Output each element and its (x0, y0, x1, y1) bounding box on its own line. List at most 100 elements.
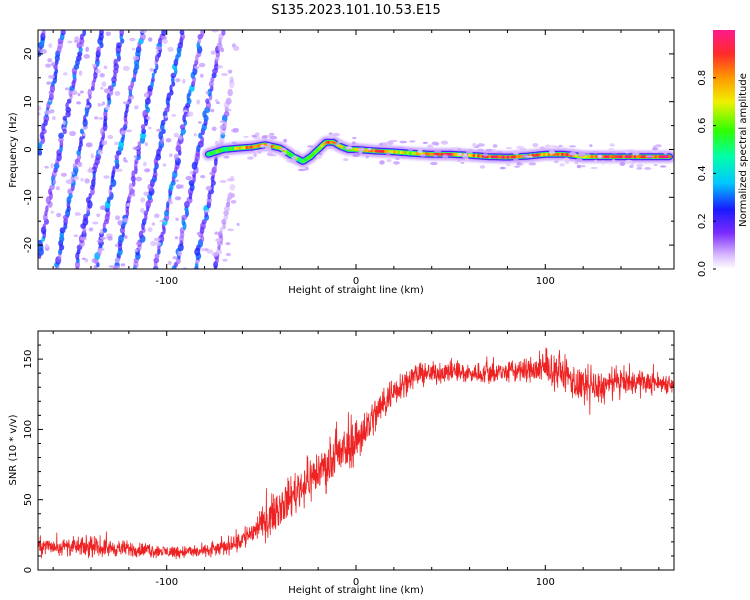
spectrogram-cell (151, 222, 155, 226)
spectrogram-cell (185, 175, 192, 181)
spectrogram-cell (144, 142, 148, 147)
spectrogram-cell (155, 50, 160, 54)
ridge-cell (324, 140, 329, 144)
ridge-cell (231, 147, 235, 151)
spectrogram-cell (397, 146, 405, 149)
spectrogram-cell (227, 228, 234, 232)
spectrogram-cell (430, 161, 438, 166)
spectrogram-cell (87, 168, 94, 173)
spectrogram-cell (169, 153, 173, 157)
spectrogram-cell (298, 168, 306, 172)
ridge-cell (615, 155, 619, 159)
ridge-cell (318, 146, 322, 150)
spectrogram-cell (227, 69, 233, 74)
ridge-cell (586, 155, 590, 159)
spectrogram-cell (215, 238, 223, 243)
spectrogram-cell (122, 65, 130, 71)
spectrogram-cell (101, 140, 108, 146)
spectrogram-cell (451, 147, 459, 150)
ridge-cell (440, 152, 444, 156)
spectrogram-cell (174, 179, 180, 182)
spectrogram-cell (217, 244, 221, 251)
spectrogram-cell (659, 165, 667, 168)
spectrogram-cell (427, 144, 434, 149)
spectrogram-cell (636, 167, 643, 170)
spectrogram-y-axis-label: Frequency (Hz) (8, 112, 19, 188)
spectrogram-cell (564, 160, 569, 164)
spectrogram-cell (485, 148, 493, 152)
spectrogram-cell (548, 150, 556, 155)
spectrogram-cell (50, 163, 54, 169)
spectrogram-cell (176, 184, 182, 190)
spectrogram-cell (378, 142, 383, 146)
spectrogram-cell (115, 168, 123, 172)
spectrogram-cell (114, 141, 119, 146)
spectrogram-cell (266, 143, 272, 147)
spectrogram-cell (97, 117, 105, 120)
spectrogram-cell (216, 101, 220, 104)
spectrogram-cell (56, 212, 62, 218)
spectrogram-cell (292, 155, 297, 159)
spectrogram-cell (45, 63, 52, 68)
colorbar-tick-label: 0.4 (697, 165, 708, 181)
spectrogram-cell (563, 157, 570, 162)
ridge-cell (513, 155, 517, 159)
spectrogram-cell (386, 159, 392, 163)
spectrogram-cell (386, 152, 391, 156)
spectrogram-cell (457, 153, 463, 156)
spectrogram-cell (253, 152, 257, 158)
spectrogram-cell (144, 213, 148, 221)
spectrogram-cell (41, 30, 46, 37)
spectrogram-cell (135, 176, 142, 182)
spectrogram-cell (196, 99, 201, 105)
spectrogram-cell (592, 150, 599, 154)
ridge-cell (554, 152, 558, 156)
spectrogram-cell (226, 178, 234, 182)
spectrogram-cell (221, 73, 228, 76)
ridge-cell (654, 155, 658, 159)
ridge-cell (620, 155, 624, 159)
spectrogram-cell (525, 155, 534, 158)
spectrogram-cell (496, 151, 502, 154)
spectrogram-cell (77, 161, 83, 168)
spectrogram-cell (463, 153, 468, 157)
spectrogram-cell (611, 159, 616, 163)
x-tick-label: 100 (536, 276, 555, 287)
spectrogram-cell (122, 217, 129, 223)
spectrogram-cell (195, 260, 200, 264)
spectrogram-cell (112, 165, 116, 175)
spectrogram-cell (269, 132, 275, 136)
spectrogram-cell (221, 30, 226, 36)
spectrogram-cell (342, 158, 349, 162)
spectrogram-cell (601, 160, 605, 165)
ridge-cell (406, 151, 410, 155)
y-tick-label: 0 (23, 567, 34, 573)
ridge-cell (240, 146, 244, 150)
spectrogram-cell (171, 114, 177, 117)
ridge-cell (517, 154, 522, 159)
spectrogram-cell (63, 72, 68, 76)
spectrogram-cell (165, 138, 172, 143)
spectrogram-cell (206, 197, 213, 203)
spectrogram-cell (122, 101, 130, 105)
spectrogram-cell (219, 124, 227, 130)
spectrogram-cell (124, 235, 128, 239)
spectrogram-cell (125, 129, 133, 133)
spectrogram-cell (477, 148, 485, 152)
y-tick-label: 10 (23, 95, 34, 108)
y-tick-label: 100 (23, 420, 34, 439)
spectrogram-cell (586, 153, 590, 156)
spectrogram-cell (210, 108, 215, 113)
spectrogram-cell (58, 132, 64, 139)
spectrogram-cell (174, 236, 179, 240)
spectrogram-cell (91, 63, 97, 67)
spectrogram-cell (631, 162, 634, 167)
spectrogram-cell (83, 54, 90, 59)
spectrogram-cell (76, 101, 82, 105)
spectrogram-cell (172, 256, 178, 260)
spectrogram-cell (225, 97, 232, 105)
spectrogram-cell (554, 160, 559, 164)
spectrogram-cell (193, 65, 200, 70)
